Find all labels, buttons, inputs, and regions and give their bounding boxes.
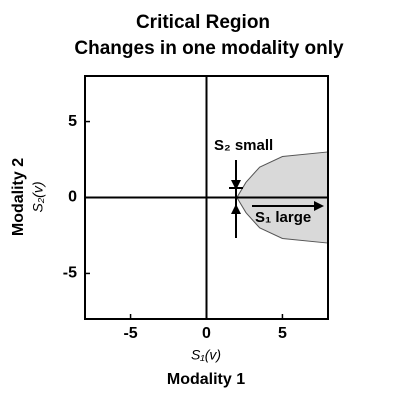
x-tick-label: 5 [278,325,287,342]
plot-area: -5 0 5 -5 0 5 [63,75,329,342]
x-axis-label: Modality 1 [167,371,245,388]
annotation-arrows [229,160,324,238]
y-axis-label: S₂(v) [30,181,46,212]
y-axis-label: Modality 2 [10,158,27,236]
y-tick-label: 5 [68,113,77,130]
y-tick-label: 0 [68,189,77,206]
chart-title: Changes in one modality only [74,38,344,59]
x-tick-label: -5 [123,325,137,342]
annotation: S₁ large [255,209,311,226]
annotation: S₂ small [214,137,273,154]
x-axis-label: S₁(v) [191,347,221,363]
chart-title: Critical Region [136,12,270,33]
y-tick-label: -5 [63,265,77,282]
x-tick-label: 0 [202,325,211,342]
